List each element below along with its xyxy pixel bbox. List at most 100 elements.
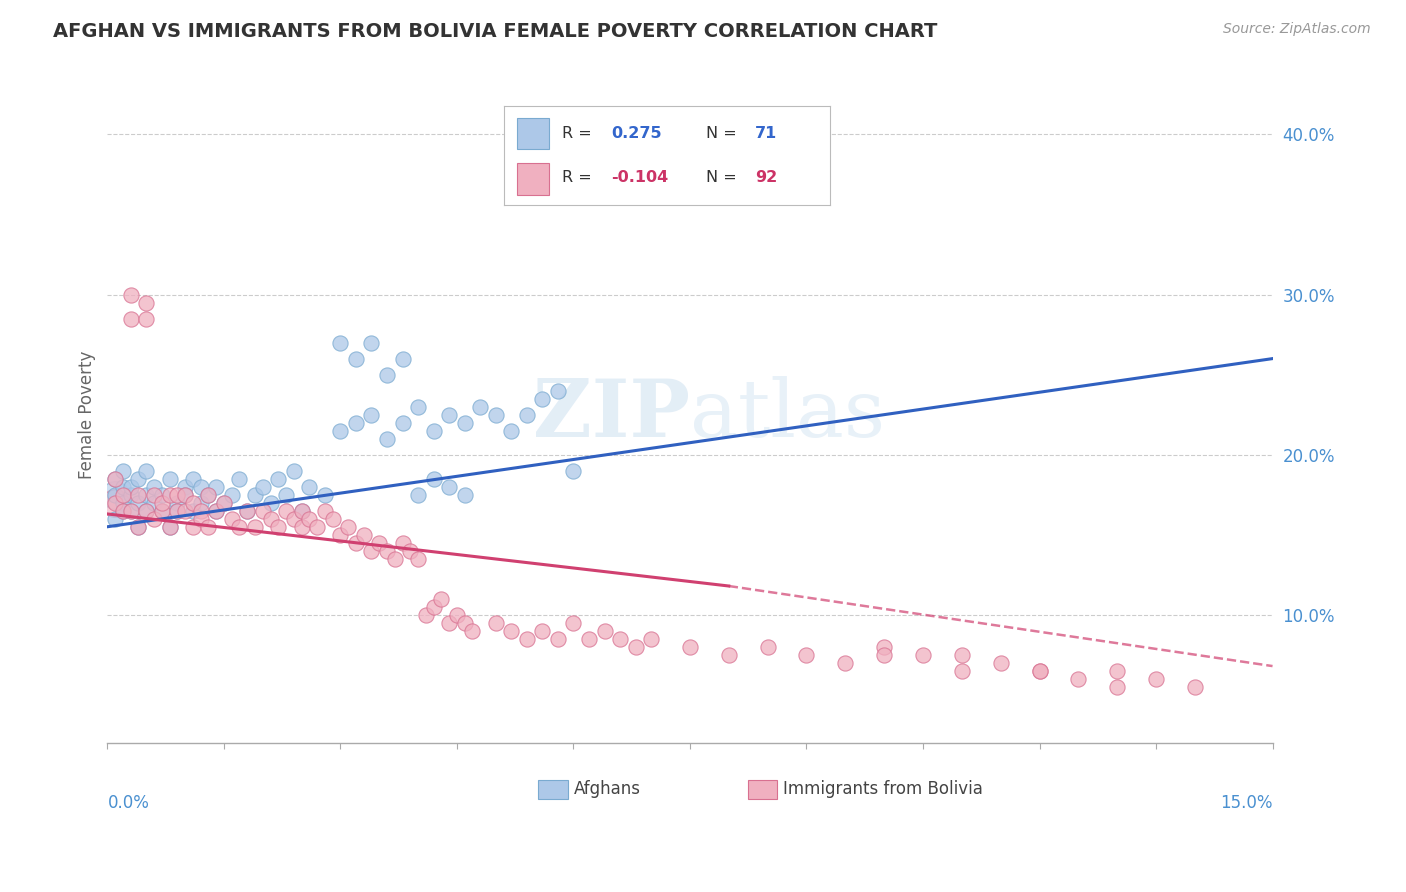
Point <box>437 480 460 494</box>
Point <box>283 512 305 526</box>
Point <box>406 551 429 566</box>
Point <box>640 632 662 646</box>
Point <box>166 504 188 518</box>
Point <box>135 464 157 478</box>
Point <box>283 464 305 478</box>
Point <box>391 535 413 549</box>
Point <box>166 496 188 510</box>
Point <box>422 424 444 438</box>
Text: 15.0%: 15.0% <box>1220 794 1272 813</box>
Point <box>344 351 367 366</box>
Point <box>259 496 281 510</box>
Point <box>181 472 204 486</box>
Point <box>911 648 934 662</box>
FancyBboxPatch shape <box>748 780 778 798</box>
Point <box>181 520 204 534</box>
Point <box>243 488 266 502</box>
Point <box>135 504 157 518</box>
Point <box>166 488 188 502</box>
Point <box>197 520 219 534</box>
Point <box>174 488 197 502</box>
Point <box>104 488 127 502</box>
Point <box>120 488 142 502</box>
Point <box>197 488 219 502</box>
Point <box>360 335 382 350</box>
Point <box>111 504 134 518</box>
Point <box>391 416 413 430</box>
Point <box>1028 664 1050 678</box>
Point <box>834 656 856 670</box>
Point <box>143 480 166 494</box>
Point <box>290 520 312 534</box>
Point <box>228 520 250 534</box>
Point <box>531 392 554 406</box>
Point <box>150 504 173 518</box>
Text: Afghans: Afghans <box>574 780 641 798</box>
Point <box>1144 672 1167 686</box>
Point <box>127 488 149 502</box>
Point <box>950 664 973 678</box>
Point <box>181 504 204 518</box>
Point <box>150 496 173 510</box>
Point <box>143 488 166 502</box>
Point <box>329 335 352 350</box>
Point <box>205 480 228 494</box>
Point <box>360 543 382 558</box>
Point <box>1107 680 1129 694</box>
Point <box>314 488 336 502</box>
Text: Immigrants from Bolivia: Immigrants from Bolivia <box>783 780 983 798</box>
Point <box>111 480 134 494</box>
Point <box>430 591 453 606</box>
Point <box>104 472 127 486</box>
Point <box>375 368 398 382</box>
Point <box>344 535 367 549</box>
Point <box>135 504 157 518</box>
Point <box>578 632 600 646</box>
Point <box>111 504 134 518</box>
Point <box>159 472 181 486</box>
Point <box>516 408 538 422</box>
Point <box>120 504 142 518</box>
Point <box>415 607 437 622</box>
Point <box>111 464 134 478</box>
Point <box>1067 672 1090 686</box>
Point <box>531 624 554 638</box>
Point <box>406 488 429 502</box>
Point <box>104 472 127 486</box>
Point <box>120 287 142 301</box>
Point <box>485 615 508 630</box>
Point <box>104 512 127 526</box>
Point <box>873 648 896 662</box>
Point <box>236 504 259 518</box>
Point <box>446 607 468 622</box>
Point <box>717 648 740 662</box>
Point <box>190 504 212 518</box>
Point <box>221 512 243 526</box>
Point <box>422 472 444 486</box>
Point <box>360 408 382 422</box>
Point <box>127 520 149 534</box>
Point <box>322 512 344 526</box>
Point <box>120 504 142 518</box>
Text: Source: ZipAtlas.com: Source: ZipAtlas.com <box>1223 22 1371 37</box>
Point <box>314 504 336 518</box>
Point <box>205 504 228 518</box>
Point <box>461 624 484 638</box>
Point <box>150 504 173 518</box>
Point <box>516 632 538 646</box>
Point <box>796 648 818 662</box>
Point <box>422 599 444 614</box>
Point <box>384 551 406 566</box>
Point <box>344 416 367 430</box>
Point <box>159 520 181 534</box>
Text: AFGHAN VS IMMIGRANTS FROM BOLIVIA FEMALE POVERTY CORRELATION CHART: AFGHAN VS IMMIGRANTS FROM BOLIVIA FEMALE… <box>53 22 938 41</box>
Text: atlas: atlas <box>690 376 886 454</box>
Point <box>307 520 329 534</box>
Point <box>150 488 173 502</box>
Point <box>252 504 274 518</box>
Point <box>259 512 281 526</box>
Point <box>337 520 360 534</box>
Point <box>298 480 321 494</box>
Point <box>274 504 297 518</box>
Point <box>174 480 197 494</box>
